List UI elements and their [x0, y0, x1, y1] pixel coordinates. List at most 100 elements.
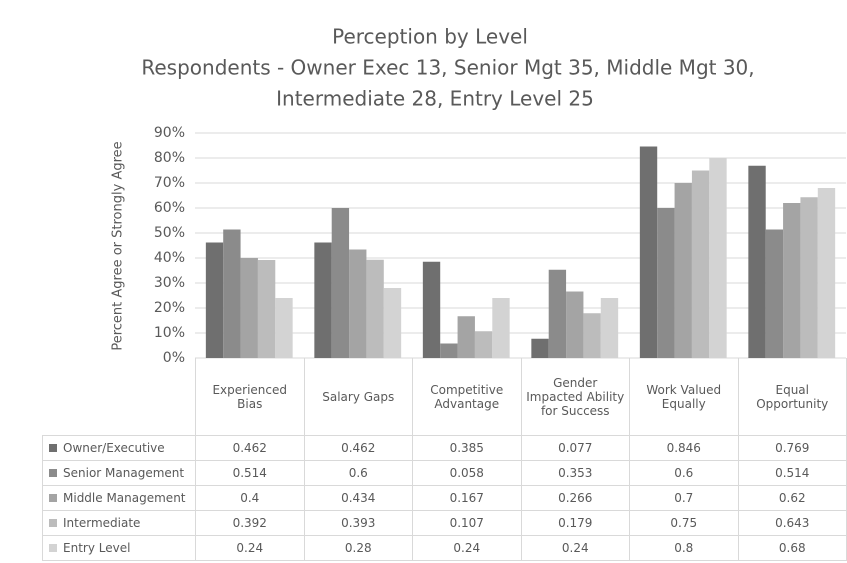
bar: [639, 146, 658, 358]
table-cell: 0.8: [629, 535, 739, 561]
x-tick-label: Work Valued Equally: [629, 358, 739, 436]
table-cell: 0.077: [520, 435, 630, 461]
bar: [314, 242, 332, 358]
y-tick-label: 30%: [154, 275, 185, 291]
table-cell: 0.353: [520, 460, 630, 486]
table-cell: 0.266: [520, 485, 630, 511]
legend-entry: Middle Management: [42, 485, 196, 511]
table-cell: 0.24: [412, 535, 522, 561]
bar: [492, 298, 510, 358]
table-cell: 0.769: [737, 435, 847, 461]
table-cell: 0.7: [629, 485, 739, 511]
table-cell: 0.392: [195, 510, 305, 536]
table-row: Entry Level 0.24 0.28 0.24 0.24 0.8 0.68: [42, 535, 847, 561]
legend-key: [49, 519, 57, 527]
y-tick-label: 80%: [154, 150, 185, 166]
x-tick-label: Gender Impacted Ability for Success: [520, 358, 630, 436]
table-corner: [42, 358, 196, 436]
legend-label: Senior Management: [63, 466, 185, 480]
x-tick-label: Competitive Advantage: [412, 358, 522, 436]
y-tick-label: 20%: [154, 300, 185, 316]
table-cell: 0.179: [520, 510, 630, 536]
y-tick-label: 40%: [154, 250, 185, 266]
table-row: Intermediate 0.392 0.393 0.107 0.179 0.75 0.64…: [42, 510, 847, 536]
bar: [440, 343, 458, 358]
table-cell: 0.462: [195, 435, 305, 461]
table-cell: 0.058: [412, 460, 522, 486]
bar: [817, 188, 836, 358]
table-cell: 0.385: [412, 435, 522, 461]
bar: [422, 261, 441, 358]
bar: [783, 203, 801, 358]
legend-key: [49, 544, 57, 552]
y-tick-label: 90%: [154, 125, 185, 141]
x-tick-label: Salary Gaps: [303, 358, 413, 436]
table-cell: 0.514: [737, 460, 847, 486]
table-cell: 0.167: [412, 485, 522, 511]
bar: [366, 259, 384, 358]
y-tick-label: 10%: [154, 325, 185, 341]
table-cell: 0.6: [303, 460, 413, 486]
chart-subtitle: Respondents - Owner Exec 13, Senior Mgt …: [141, 56, 754, 80]
bar: [600, 298, 619, 358]
table-cell: 0.28: [303, 535, 413, 561]
y-tick-label: 60%: [154, 200, 185, 216]
legend-entry: Intermediate: [42, 510, 196, 536]
bar: [457, 316, 475, 358]
bar: [223, 229, 241, 358]
table-cell: 0.4: [195, 485, 305, 511]
table-cell: 0.393: [303, 510, 413, 536]
legend-entry: Senior Management: [42, 460, 196, 486]
legend-label: Owner/Executive: [63, 441, 165, 455]
table-cell: 0.434: [303, 485, 413, 511]
bar: [205, 242, 224, 358]
bar: [800, 197, 818, 358]
legend-label: Entry Level: [63, 541, 131, 555]
bar: [331, 208, 350, 358]
data-table: Experienced Bias Salary Gaps Competitive A…: [42, 358, 847, 561]
bar: [240, 258, 258, 358]
chart-subtitle: Intermediate 28, Entry Level 25: [276, 87, 594, 111]
table-cell: 0.643: [737, 510, 847, 536]
table-cell: 0.107: [412, 510, 522, 536]
table-cell: 0.24: [195, 535, 305, 561]
y-tick-label: 50%: [154, 225, 185, 241]
table-cell: 0.24: [520, 535, 630, 561]
legend-label: Middle Management: [63, 491, 186, 505]
table-cell: 0.846: [629, 435, 739, 461]
table-cell: 0.62: [737, 485, 847, 511]
x-tick-label: Equal Opportunity: [737, 358, 847, 436]
y-tick-label: 70%: [154, 175, 185, 191]
bar: [657, 208, 675, 358]
bar: [257, 260, 276, 358]
table-cell: 0.462: [303, 435, 413, 461]
bar: [765, 229, 784, 358]
chart-title: Perception by Level: [332, 25, 528, 49]
legend-key: [49, 444, 57, 452]
table-row: Owner/Executive 0.462 0.462 0.385 0.077 0.846…: [42, 435, 847, 461]
bar: [474, 331, 493, 358]
bar: [691, 170, 710, 358]
bar: [583, 313, 601, 358]
legend-key: [49, 494, 57, 502]
x-tick-label: Experienced Bias: [195, 358, 305, 436]
bar: [566, 291, 584, 358]
legend-key: [49, 469, 57, 477]
y-axis-label: Percent Agree or Strongly Agree: [111, 141, 126, 350]
bar: [383, 288, 402, 358]
bar: [674, 183, 692, 358]
legend-label: Intermediate: [63, 516, 141, 530]
table-cell: 0.75: [629, 510, 739, 536]
bar: [748, 165, 766, 358]
table-row: Middle Management 0.4 0.434 0.167 0.266 0.7 0.…: [42, 485, 847, 511]
bar: [275, 298, 293, 358]
legend-entry: Entry Level: [42, 535, 196, 561]
table-cell: 0.514: [195, 460, 305, 486]
bar: [349, 249, 367, 358]
table-cell: 0.68: [737, 535, 847, 561]
bar: [548, 269, 567, 358]
legend-entry: Owner/Executive: [42, 435, 196, 461]
table-cell: 0.6: [629, 460, 739, 486]
bar: [531, 338, 549, 358]
